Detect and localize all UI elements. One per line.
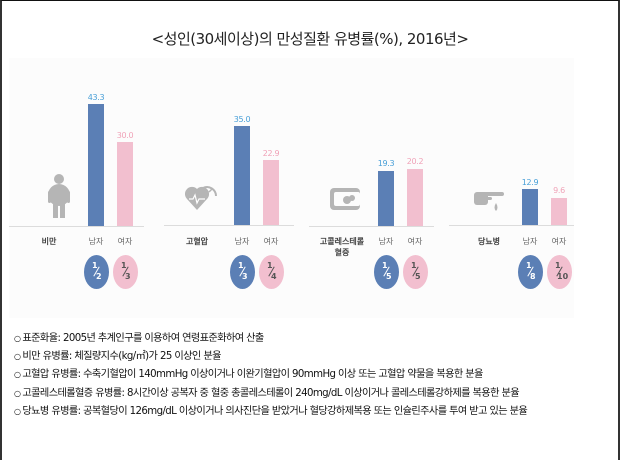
legend-female: 여자 bbox=[263, 237, 279, 246]
legend-male: 남자 bbox=[88, 237, 104, 246]
chart-title: <성인(30세이상)의 만성질환 유병률(%), 2016년> bbox=[151, 30, 469, 48]
bar-value-female: 30.0 bbox=[116, 131, 134, 140]
bar-value-male: 43.3 bbox=[87, 93, 105, 102]
finger-blood-drop-icon bbox=[474, 189, 506, 219]
bar-value-female: 20.2 bbox=[406, 157, 424, 166]
category-label: 고콜레스테롤 혈증 bbox=[319, 237, 365, 257]
bar-value-male: 12.9 bbox=[521, 178, 539, 187]
legend-female: 여자 bbox=[407, 237, 423, 246]
bar-male bbox=[234, 126, 250, 225]
baseline bbox=[449, 225, 574, 226]
footnote: ○ 당뇨병 유병률: 공복혈당이 126mg/dL 이상이거나 의사진단을 받았거… bbox=[14, 405, 528, 417]
footnote: ○ 고콜레스테롤혈증 유병률: 8시간이상 공복자 중 혈중 총콜레스테롤이 24… bbox=[14, 387, 520, 399]
bar-value-female: 9.6 bbox=[553, 186, 565, 195]
legend-male: 남자 bbox=[378, 237, 394, 246]
bar-female bbox=[407, 169, 423, 226]
legend-female: 여자 bbox=[551, 237, 567, 246]
footnote: ○ 표준화율: 2005년 추계인구를 이용하여 연령표준화하여 산출 bbox=[14, 333, 264, 344]
category-label: 당뇨병 bbox=[477, 237, 501, 246]
bar-male bbox=[522, 189, 538, 225]
category-label: 비만 bbox=[41, 237, 57, 246]
footnotes: ○ 표준화율: 2005년 추계인구를 이용하여 연령표준화하여 산출 ○ 비만 유… bbox=[14, 330, 614, 421]
bar-value-male: 35.0 bbox=[233, 115, 251, 124]
legend-male: 남자 bbox=[522, 237, 538, 246]
footnote: ○ 비만 유병률: 체질량지수(kg/㎡)가 25 이상인 분율 bbox=[14, 351, 221, 363]
bar-male bbox=[378, 171, 394, 226]
bar-value-female: 22.9 bbox=[262, 149, 280, 158]
baseline bbox=[164, 225, 294, 226]
bar-value-male: 19.3 bbox=[377, 159, 395, 168]
legend-female: 여자 bbox=[117, 237, 133, 246]
bar-female bbox=[263, 160, 279, 225]
fraction-badge-female: 1 10 bbox=[547, 255, 572, 289]
legend-male: 남자 bbox=[234, 237, 250, 246]
obese-person-icon bbox=[46, 173, 72, 223]
bar-male bbox=[88, 104, 104, 226]
bar-female bbox=[117, 142, 133, 226]
heart-gauge-icon bbox=[184, 182, 219, 216]
baseline bbox=[9, 226, 144, 227]
baseline bbox=[309, 226, 434, 227]
footnote: ○ 고혈압 유병률: 수축기혈압이 140mmHg 이상이거나 이완기혈압이 90… bbox=[14, 369, 483, 381]
blood-vessel-icon bbox=[330, 188, 360, 214]
category-label: 고혈압 bbox=[185, 237, 209, 246]
bar-female bbox=[551, 198, 567, 225]
